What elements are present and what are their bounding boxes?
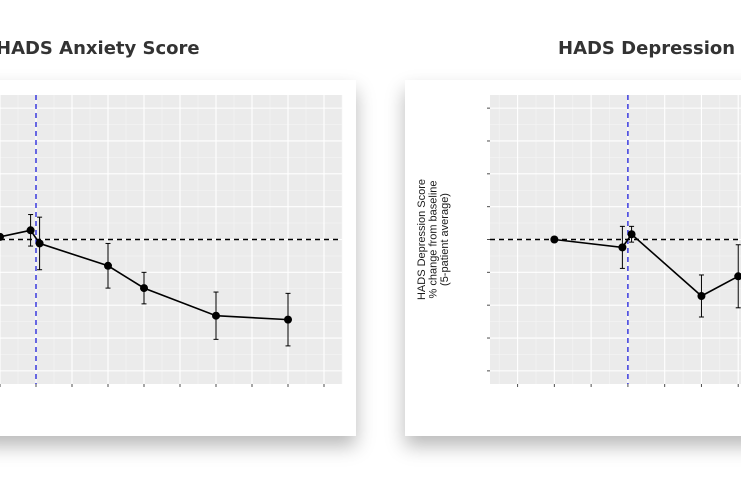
data-point bbox=[140, 284, 148, 293]
data-point bbox=[26, 226, 35, 235]
depression-chart: HADS Depression Score% change from basel… bbox=[416, 95, 741, 387]
data-point bbox=[212, 311, 220, 320]
data-point bbox=[104, 261, 112, 270]
data-point bbox=[284, 315, 292, 324]
data-point bbox=[0, 232, 4, 241]
data-point bbox=[618, 243, 627, 252]
depression-chart-panel: HADS Depression Score% change from basel… bbox=[405, 80, 741, 436]
series-line bbox=[554, 233, 741, 297]
data-point bbox=[697, 291, 706, 300]
data-point bbox=[35, 239, 44, 248]
anxiety-chart bbox=[0, 95, 343, 387]
anxiety-chart-panel bbox=[0, 80, 356, 436]
chart-title-anxiety: HADS Anxiety Score bbox=[0, 38, 200, 59]
data-point bbox=[550, 235, 559, 244]
y-axis-label: HADS Depression Score% change from basel… bbox=[416, 179, 451, 300]
y-axis-label-line: HADS Depression Score bbox=[416, 179, 428, 300]
y-axis-label-line: (5-patient average) bbox=[439, 193, 451, 286]
y-axis-label-line: % change from baseline bbox=[428, 180, 440, 298]
data-point bbox=[627, 230, 636, 239]
chart-title-depression: HADS Depression bbox=[558, 38, 736, 59]
data-point bbox=[734, 272, 741, 281]
